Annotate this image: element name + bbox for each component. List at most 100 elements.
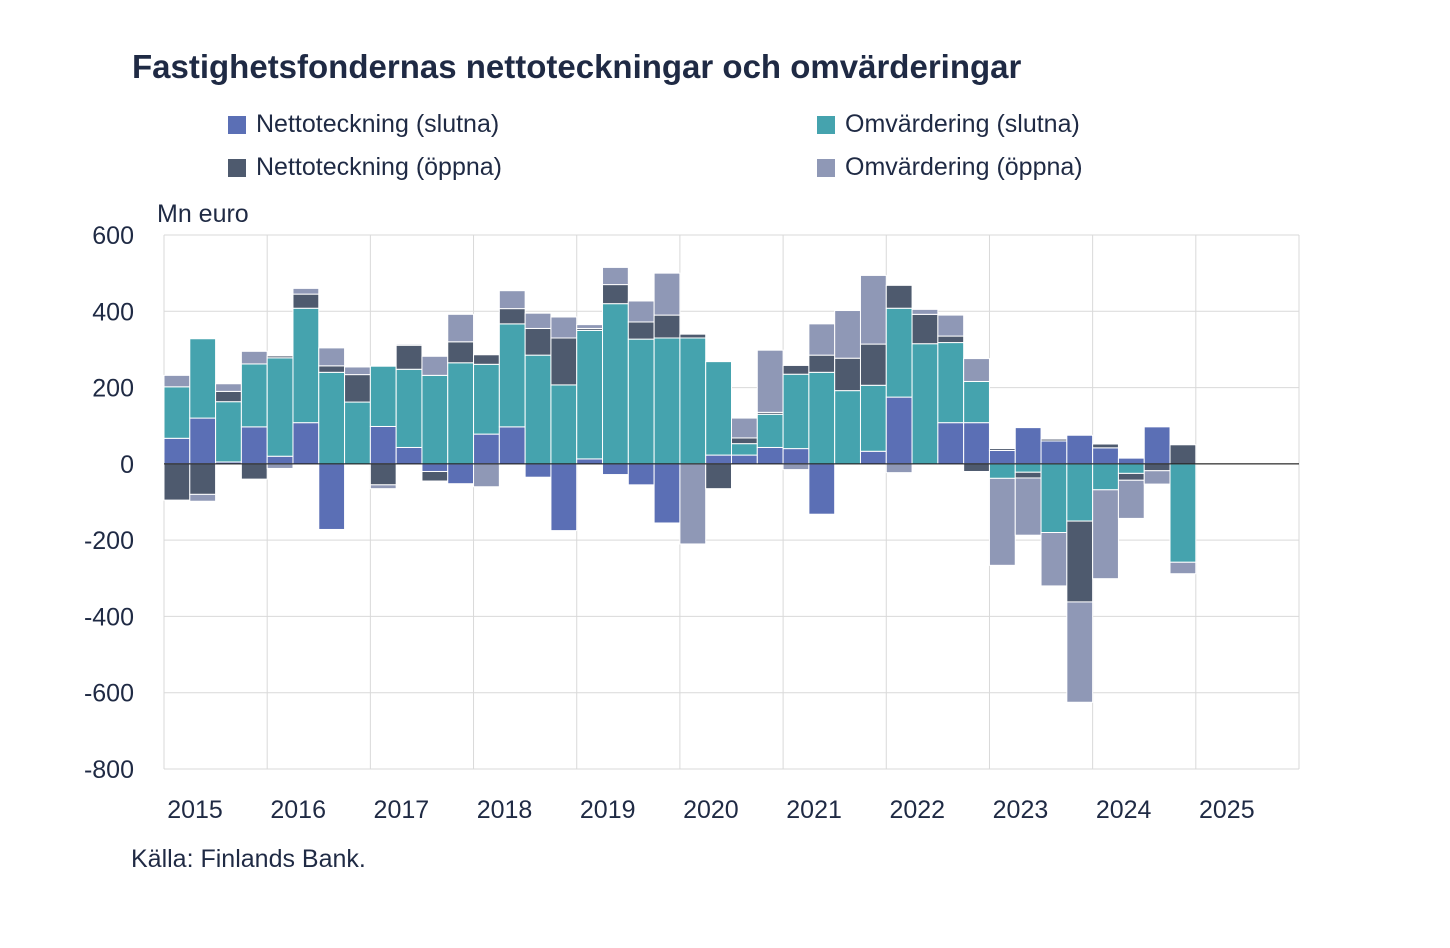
x-tick-label: 2016 — [270, 796, 326, 824]
x-tick-label: 2019 — [580, 796, 636, 824]
x-tick-label: 2023 — [993, 796, 1049, 824]
bar-segment — [524, 354, 552, 465]
x-tick-label: 2022 — [889, 796, 945, 824]
legend-item-omvardering-slutna: Omvärdering (slutna) — [817, 110, 1080, 139]
bar-segment — [163, 437, 191, 465]
bar-segment — [1143, 463, 1171, 472]
bar-segment — [1169, 561, 1197, 575]
bar-segment — [782, 364, 810, 375]
x-tick-label: 2017 — [374, 796, 430, 824]
bar-segment — [756, 413, 784, 448]
x-tick-label: 2015 — [167, 796, 223, 824]
x-tick-label: 2020 — [683, 796, 739, 824]
bar-segment — [292, 422, 320, 465]
bar-segment — [963, 422, 990, 465]
bar-segment — [576, 329, 604, 460]
bar-segment — [1143, 470, 1171, 485]
bar-segment — [705, 361, 732, 456]
bar-segment — [292, 293, 320, 309]
bar-segment — [627, 463, 655, 486]
bar-segment — [473, 363, 500, 435]
bar-segment — [318, 347, 346, 367]
bar-segment — [988, 448, 1016, 452]
bar-segment — [498, 290, 526, 310]
bar-segment — [1117, 463, 1145, 474]
bar-segment — [1117, 472, 1145, 481]
bar-segment — [550, 384, 578, 465]
bar-segment — [369, 484, 397, 490]
bar-segment — [602, 284, 629, 305]
bar-segment — [653, 314, 681, 339]
bar-segment — [731, 443, 758, 456]
bar-segment — [808, 371, 836, 465]
legend-label: Omvärdering (öppna) — [845, 153, 1083, 181]
y-tick-label: 600 — [92, 222, 134, 250]
bar-segment — [550, 316, 578, 339]
bar-segment — [189, 417, 217, 465]
bar-segment — [473, 354, 500, 365]
bar-segment — [421, 355, 449, 376]
bar-segment — [679, 333, 707, 339]
bar-segment — [447, 341, 475, 364]
bar-segment — [215, 383, 242, 392]
bar-segment — [1066, 520, 1094, 603]
chart-title: Fastighetsfondernas nettoteckningar och … — [132, 48, 1022, 85]
bar-segment — [1040, 440, 1068, 465]
bar-segment — [1092, 447, 1119, 465]
bar-segment — [1040, 532, 1068, 587]
bar-segment — [756, 446, 784, 465]
bar-segment — [859, 384, 887, 452]
bar-segment — [344, 366, 371, 376]
bar-segment — [524, 312, 552, 329]
bar-segment — [859, 450, 887, 465]
bar-segment — [524, 463, 552, 478]
bar-segment — [731, 437, 758, 445]
bar-segment — [266, 463, 294, 469]
bar-segment — [447, 362, 475, 465]
bar-segment — [782, 373, 810, 450]
bar-segment — [653, 463, 681, 524]
x-tick-label: 2025 — [1199, 796, 1255, 824]
bar-segment — [731, 417, 758, 439]
bar-segment — [602, 303, 629, 465]
y-tick-label: 200 — [92, 375, 134, 403]
bar-segment — [1014, 471, 1042, 479]
bar-segment — [1014, 463, 1042, 473]
bar-segment — [859, 274, 887, 345]
bar-segment — [602, 463, 629, 476]
bar-segment — [1117, 457, 1145, 465]
bar-segment — [911, 313, 939, 345]
bar-segment — [808, 354, 836, 373]
bar-segment — [421, 470, 449, 482]
legend-label: Omvärdering (slutna) — [845, 110, 1080, 138]
legend-item-omvardering-oppna: Omvärdering (öppna) — [817, 153, 1083, 182]
bar-segment — [1066, 434, 1094, 465]
bar-segment — [963, 358, 990, 382]
bar-segment — [782, 463, 810, 471]
bar-segment — [1169, 463, 1197, 563]
bar-segment — [163, 374, 191, 388]
bar-segment — [1014, 477, 1042, 536]
bar-segment — [679, 337, 707, 465]
bar-segment — [473, 433, 500, 465]
bar-segment — [885, 284, 913, 309]
bar-segment — [1066, 463, 1094, 522]
bar-segment — [215, 401, 242, 463]
bar-segment — [240, 350, 268, 365]
bar-segment — [1040, 438, 1068, 442]
bar-segment — [369, 425, 397, 465]
bar-segment — [447, 463, 475, 485]
x-tick-label: 2021 — [786, 796, 842, 824]
legend-swatch — [817, 158, 835, 177]
bar-segment — [369, 365, 397, 427]
bar-segment — [1117, 479, 1145, 519]
bar-segment — [834, 310, 861, 359]
bar-segment — [473, 463, 500, 488]
bar-segment — [1040, 463, 1068, 534]
bar-segment — [266, 455, 294, 465]
bar-segment — [808, 323, 836, 356]
bar-segment — [963, 380, 990, 424]
legend-label: Nettoteckning (slutna) — [256, 110, 500, 138]
bar-segment — [266, 355, 294, 359]
